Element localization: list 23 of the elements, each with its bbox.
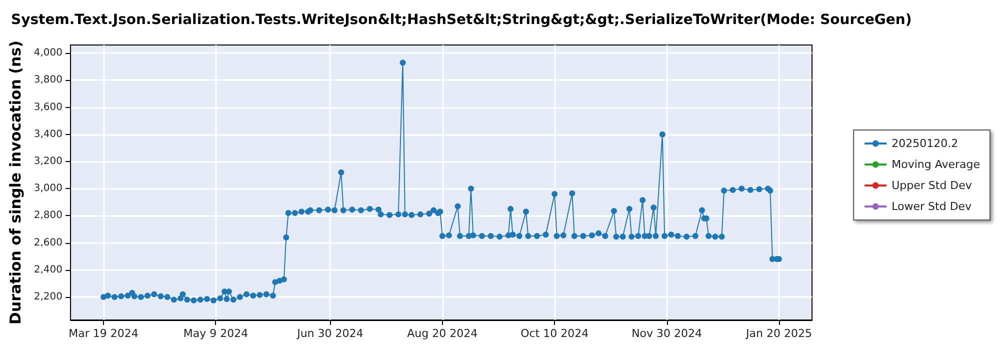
- y-tick-label: 2,800: [34, 210, 63, 222]
- y-axis-title: Duration of single invocation (ns): [6, 40, 24, 324]
- y-tick-label: 3,200: [34, 156, 63, 168]
- x-tick-label: Aug 20 2024: [407, 327, 478, 340]
- y-tick-label: 3,400: [34, 128, 63, 140]
- y-tick-label: 2,600: [34, 237, 63, 248]
- y-tick-label: 3,600: [34, 102, 63, 113]
- legend-label: Lower Std Dev: [892, 200, 972, 213]
- x-tick-label: Jan 20 2025: [745, 327, 812, 340]
- x-tick-label: Nov 30 2024: [632, 327, 702, 340]
- legend-label: Moving Average: [892, 158, 980, 171]
- x-tick-label: Mar 19 2024: [68, 327, 138, 340]
- x-tick-label: Oct 10 2024: [520, 327, 589, 340]
- legend-label: 20250120.2: [892, 137, 958, 150]
- y-tick-label: 2,200: [34, 291, 63, 302]
- y-tick-label: 3,000: [34, 183, 63, 194]
- chart-title: System.Text.Json.Serialization.Tests.WriteJson&lt;HashSet&lt;String&gt;&gt;.SerializeToWriter(Mode: SourceGen): [11, 12, 912, 28]
- y-tick-label: 2,400: [34, 264, 63, 276]
- x-tick-label: May 9 2024: [183, 327, 248, 340]
- x-tick-label: Jun 30 2024: [296, 327, 364, 340]
- legend-label: Upper Std Dev: [892, 179, 972, 192]
- y-tick-label: 3,800: [34, 74, 63, 86]
- y-tick-label: 4,000: [34, 48, 63, 59]
